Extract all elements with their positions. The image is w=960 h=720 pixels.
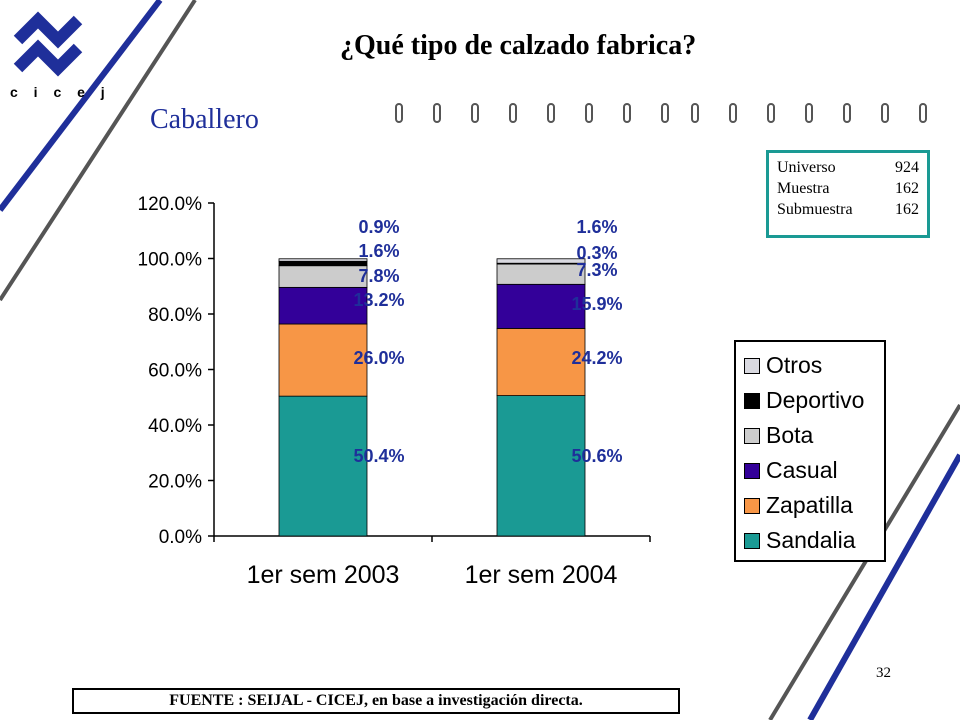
legend-label: Otros <box>766 352 823 378</box>
data-label-otros: 1.6% <box>576 217 617 237</box>
sample-info-box: Universo 924 Muestra 162 Submuestra 162 <box>766 150 930 238</box>
data-label-sandalia: 50.4% <box>353 446 404 466</box>
source-footer: FUENTE : SEIJAL - CICEJ, en base a inves… <box>72 688 680 714</box>
top-left-gray-stripe <box>0 0 197 302</box>
legend-label: Casual <box>766 457 838 483</box>
bar-segment-zapatilla <box>278 323 368 397</box>
data-label-sandalia: 50.6% <box>571 446 622 466</box>
y-tick-label: 60.0% <box>148 361 202 382</box>
bar-segment-otros <box>496 258 586 264</box>
legend-item-otros: Otros <box>744 348 884 383</box>
data-label-deportivo: 0.3% <box>576 243 617 263</box>
legend-item-deportivo: Deportivo <box>744 383 884 418</box>
data-label-casual: 15.9% <box>571 294 622 314</box>
info-row-universo: Universo 924 <box>777 157 919 178</box>
legend-swatch <box>744 392 760 409</box>
info-label: Universo <box>777 159 836 176</box>
slide-title: ¿Qué tipo de calzado fabrica? <box>340 30 697 61</box>
legend-swatch <box>744 357 760 374</box>
info-label: Submuestra <box>777 201 853 218</box>
data-label-zapatilla: 26.0% <box>353 348 404 368</box>
y-tick-label: 120.0% <box>138 194 203 215</box>
data-label-bota: 7.3% <box>576 260 617 280</box>
legend-label: Deportivo <box>766 387 865 413</box>
y-tick-label: 40.0% <box>148 416 202 437</box>
legend-label: Zapatilla <box>766 492 853 518</box>
bar-segment-zapatilla <box>496 328 586 396</box>
y-tick-label: 0.0% <box>159 527 202 548</box>
data-label-otros: 0.9% <box>358 217 399 237</box>
x-tick-label: 1er sem 2003 <box>247 561 400 589</box>
bar-segment-bota <box>278 265 368 288</box>
info-label: Muestra <box>777 180 830 197</box>
legend-swatch <box>744 497 760 514</box>
y-tick-label: 100.0% <box>138 250 203 271</box>
legend-item-bota: Bota <box>744 418 884 453</box>
x-tick-label: 1er sem 2004 <box>465 561 618 589</box>
data-label-casual: 13.2% <box>353 290 404 310</box>
bottom-right-blue-stripe <box>807 453 960 720</box>
data-label-bota: 7.8% <box>358 266 399 286</box>
data-label-zapatilla: 24.2% <box>571 348 622 368</box>
info-row-muestra: Muestra 162 <box>777 178 919 199</box>
slide-rings-decoration <box>395 103 927 123</box>
stacked-bar-chart: 0.0% 20.0% 40.0% 60.0% 80.0% 100.0% 120.0% 1er … <box>138 194 651 589</box>
info-value: 162 <box>895 180 919 197</box>
slide-subtitle: Caballero <box>150 104 259 135</box>
bar-segment-otros <box>278 258 368 262</box>
bar-segment-bota <box>496 263 586 285</box>
page-number: 32 <box>876 665 891 681</box>
legend-label: Bota <box>766 422 814 448</box>
data-label-deportivo: 1.6% <box>358 241 399 261</box>
legend-item-zapatilla: Zapatilla <box>744 488 884 523</box>
info-value: 162 <box>895 201 919 218</box>
bar-segment-casual <box>278 286 368 325</box>
y-tick-label: 80.0% <box>148 305 202 326</box>
legend-item-sandalia: Sandalia <box>744 523 884 558</box>
bar-segment-casual <box>496 283 586 329</box>
bottom-right-gray-stripe <box>768 403 960 720</box>
top-left-blue-stripe <box>0 0 163 212</box>
bar-segment-sandalia <box>278 395 368 537</box>
logo-mark <box>13 11 83 77</box>
y-tick-label: 20.0% <box>148 472 202 493</box>
info-row-submuestra: Submuestra 162 <box>777 199 919 220</box>
info-value: 924 <box>895 159 919 176</box>
chart-legend: Otros Deportivo Bota Casual Zapatilla Sa… <box>734 340 886 562</box>
bar-segment-deportivo <box>278 260 368 267</box>
legend-label: Sandalia <box>766 527 856 553</box>
legend-item-casual: Casual <box>744 453 884 488</box>
legend-swatch <box>744 532 760 549</box>
legend-swatch <box>744 462 760 479</box>
logo-text: c i c e j <box>10 84 111 100</box>
legend-swatch <box>744 427 760 444</box>
